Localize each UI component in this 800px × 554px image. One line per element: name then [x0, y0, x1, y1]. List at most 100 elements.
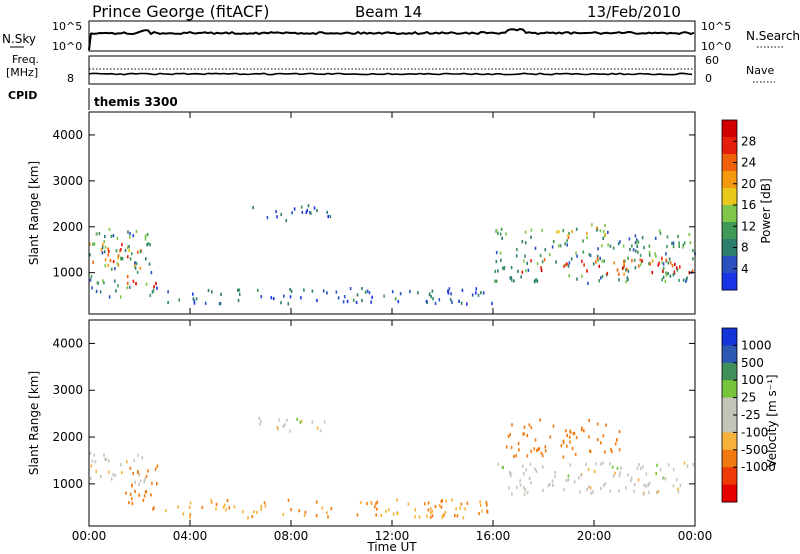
heatmap-cell — [534, 278, 537, 282]
power-heatmap — [89, 204, 696, 306]
heatmap-cell — [456, 514, 459, 518]
heatmap-cell — [300, 419, 303, 423]
heatmap-cell — [506, 445, 508, 449]
colorbar-segment — [722, 397, 737, 416]
heatmap-cell — [530, 481, 532, 485]
heatmap-cell — [316, 298, 318, 303]
freq-panel — [88, 55, 696, 85]
heatmap-cell — [374, 505, 376, 509]
heatmap-cell — [518, 448, 520, 452]
heatmap-cell — [539, 254, 542, 258]
heatmap-cell — [664, 279, 667, 283]
nsearch-tick-top: 10^5 — [701, 20, 731, 33]
heatmap-cell — [637, 478, 640, 482]
heatmap-cell — [631, 244, 633, 248]
velocity-y-axis-label: Slant Range [km] — [27, 371, 41, 475]
heatmap-cell — [426, 514, 428, 518]
heatmap-cell — [375, 502, 377, 506]
heatmap-cell — [677, 487, 679, 491]
heatmap-cell — [521, 270, 524, 274]
heatmap-cell — [139, 266, 142, 270]
heatmap-cell — [479, 500, 481, 504]
heatmap-cell — [544, 445, 547, 449]
heatmap-cell — [603, 483, 605, 488]
heatmap-cell — [495, 260, 498, 264]
heatmap-cell — [121, 243, 123, 247]
heatmap-cell — [610, 448, 612, 452]
heatmap-cell — [218, 302, 221, 306]
heatmap-cell — [430, 295, 432, 299]
heatmap-cell — [648, 481, 651, 485]
heatmap-cell — [127, 230, 129, 234]
colorbar-tick-label: -1000 — [741, 460, 776, 474]
heatmap-cell — [92, 242, 94, 246]
heatmap-cell — [475, 287, 478, 291]
heatmap-cell — [145, 257, 147, 261]
heatmap-cell — [101, 245, 104, 250]
heatmap-cell — [508, 486, 510, 490]
heatmap-cell — [600, 276, 602, 280]
heatmap-cell — [497, 231, 499, 235]
heatmap-cell — [450, 292, 452, 296]
colorbar-segment — [722, 188, 737, 206]
heatmap-cell — [607, 243, 609, 247]
heatmap-cell — [685, 279, 687, 283]
heatmap-cell — [661, 260, 664, 264]
heatmap-cell — [146, 233, 149, 237]
heatmap-cell — [143, 480, 145, 484]
heatmap-cell — [568, 435, 571, 439]
heatmap-cell — [128, 248, 130, 253]
heatmap-cell — [675, 478, 678, 482]
heatmap-cell — [193, 301, 196, 305]
heatmap-cell — [589, 253, 592, 258]
power-colorbar-label: Power [dB] — [759, 178, 773, 243]
heatmap-cell — [276, 215, 278, 219]
heatmap-cell — [477, 293, 480, 297]
heatmap-cell — [601, 259, 603, 263]
heatmap-cell — [591, 223, 593, 227]
heatmap-cell — [304, 510, 307, 514]
heatmap-cell — [150, 493, 152, 497]
heatmap-cell — [480, 291, 482, 295]
heatmap-cell — [582, 250, 585, 254]
heatmap-cell — [640, 467, 642, 471]
heatmap-cell — [110, 477, 113, 481]
heatmap-cell — [588, 485, 590, 489]
heatmap-cell — [165, 509, 167, 513]
heatmap-cell — [548, 253, 551, 257]
heatmap-cell — [91, 286, 93, 290]
heatmap-cell — [595, 260, 597, 264]
colorbar-segment — [722, 328, 737, 346]
heatmap-cell — [604, 233, 607, 237]
heatmap-cell — [321, 506, 324, 510]
heatmap-cell — [485, 500, 488, 504]
heatmap-cell — [583, 429, 585, 433]
heatmap-cell — [448, 287, 451, 291]
colorbar-segment — [722, 449, 737, 468]
heatmap-cell — [571, 446, 574, 451]
heatmap-cell — [623, 262, 625, 266]
heatmap-cell — [603, 259, 605, 263]
heatmap-cell — [144, 490, 147, 494]
heatmap-cell — [677, 234, 679, 238]
y-tick-label: 1000 — [52, 266, 83, 280]
heatmap-cell — [189, 501, 192, 505]
heatmap-cell — [303, 288, 305, 292]
heatmap-cell — [667, 271, 669, 276]
heatmap-cell — [189, 513, 192, 517]
heatmap-cell — [578, 476, 580, 480]
heatmap-cell — [540, 266, 542, 270]
y-tick-label: 3000 — [52, 174, 83, 188]
heatmap-cell — [460, 502, 463, 506]
heatmap-cell — [454, 514, 456, 518]
heatmap-cell — [558, 230, 560, 234]
heatmap-cell — [167, 290, 169, 294]
heatmap-cell — [388, 508, 390, 512]
heatmap-cell — [667, 261, 670, 265]
heatmap-cell — [639, 253, 642, 257]
heatmap-cell — [575, 227, 578, 231]
heatmap-cell — [613, 261, 615, 265]
heatmap-cell — [600, 441, 602, 445]
heatmap-cell — [672, 241, 675, 245]
